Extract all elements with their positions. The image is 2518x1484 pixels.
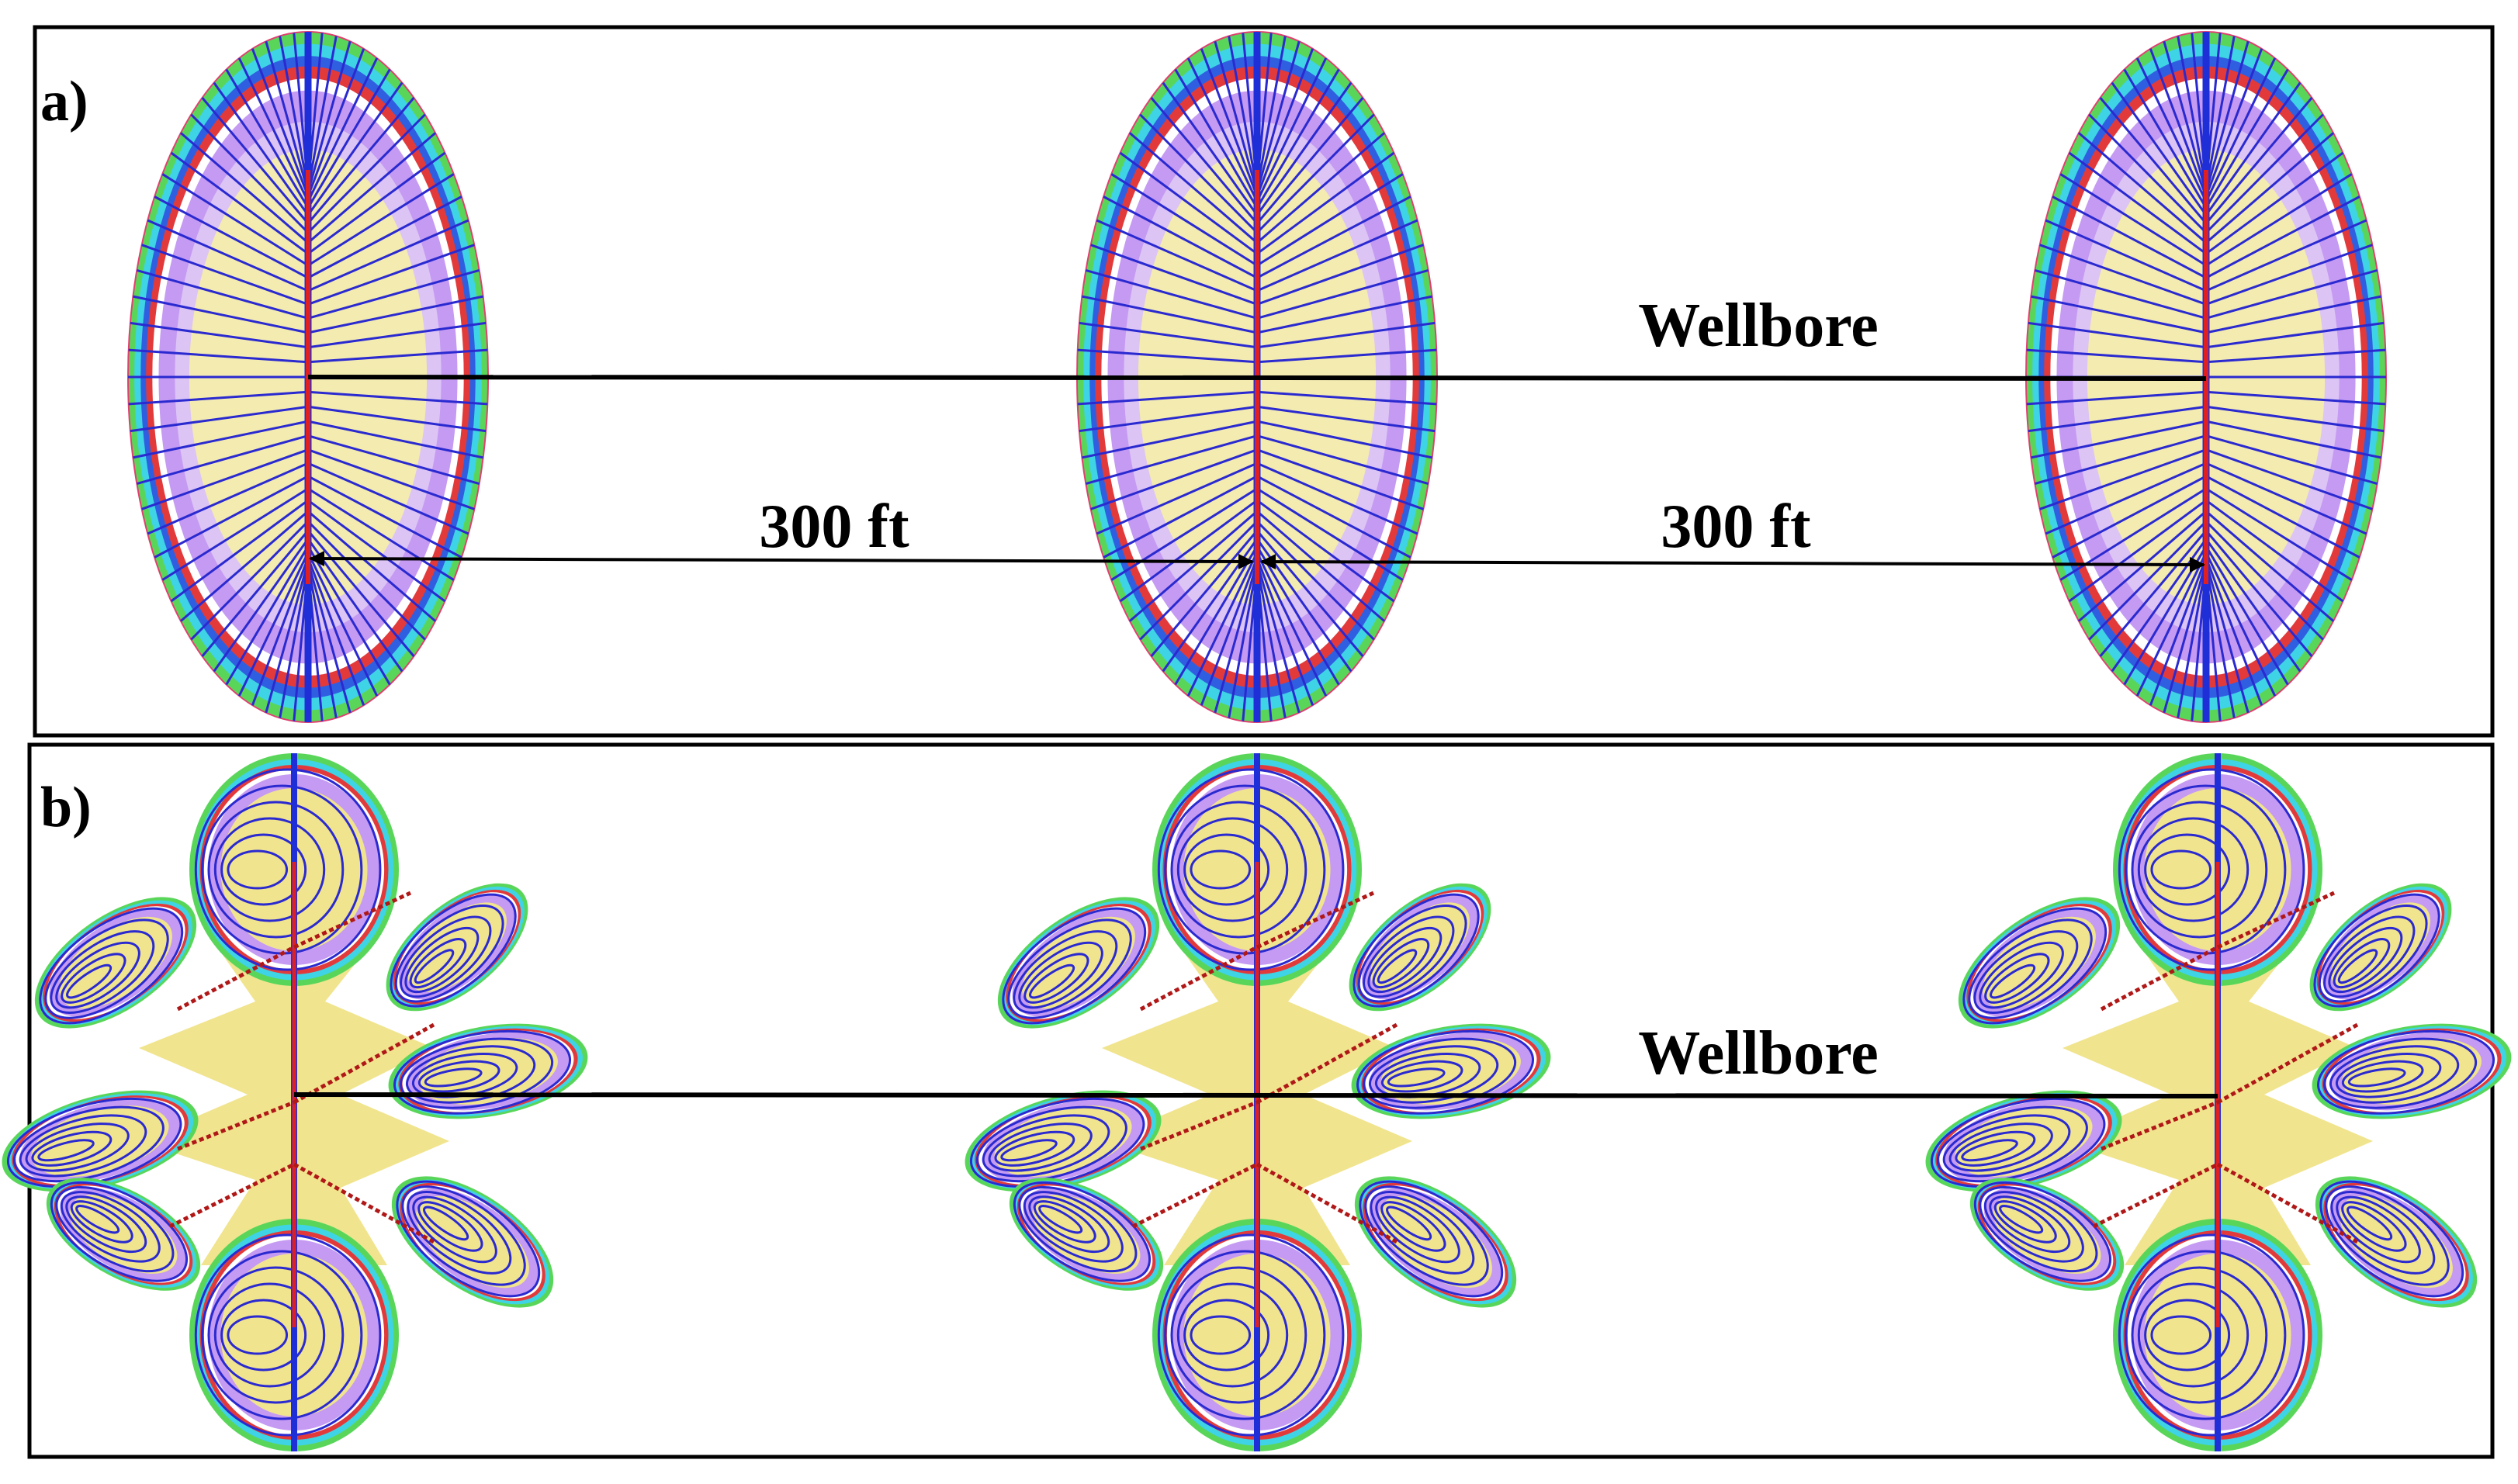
spacing-label: 300 ft <box>759 493 909 561</box>
wellbore-line <box>307 375 2207 381</box>
spacing-arrow <box>1260 554 2205 572</box>
wellbore-label: Wellbore <box>1638 1019 1879 1088</box>
panel-label: a) <box>40 70 88 133</box>
spacing-label: 300 ft <box>1661 493 1811 561</box>
panel-label: b) <box>40 776 92 839</box>
spacing-arrow <box>309 551 1254 569</box>
wellbore-label: Wellbore <box>1638 292 1879 360</box>
wellbore-line <box>293 1092 2218 1098</box>
